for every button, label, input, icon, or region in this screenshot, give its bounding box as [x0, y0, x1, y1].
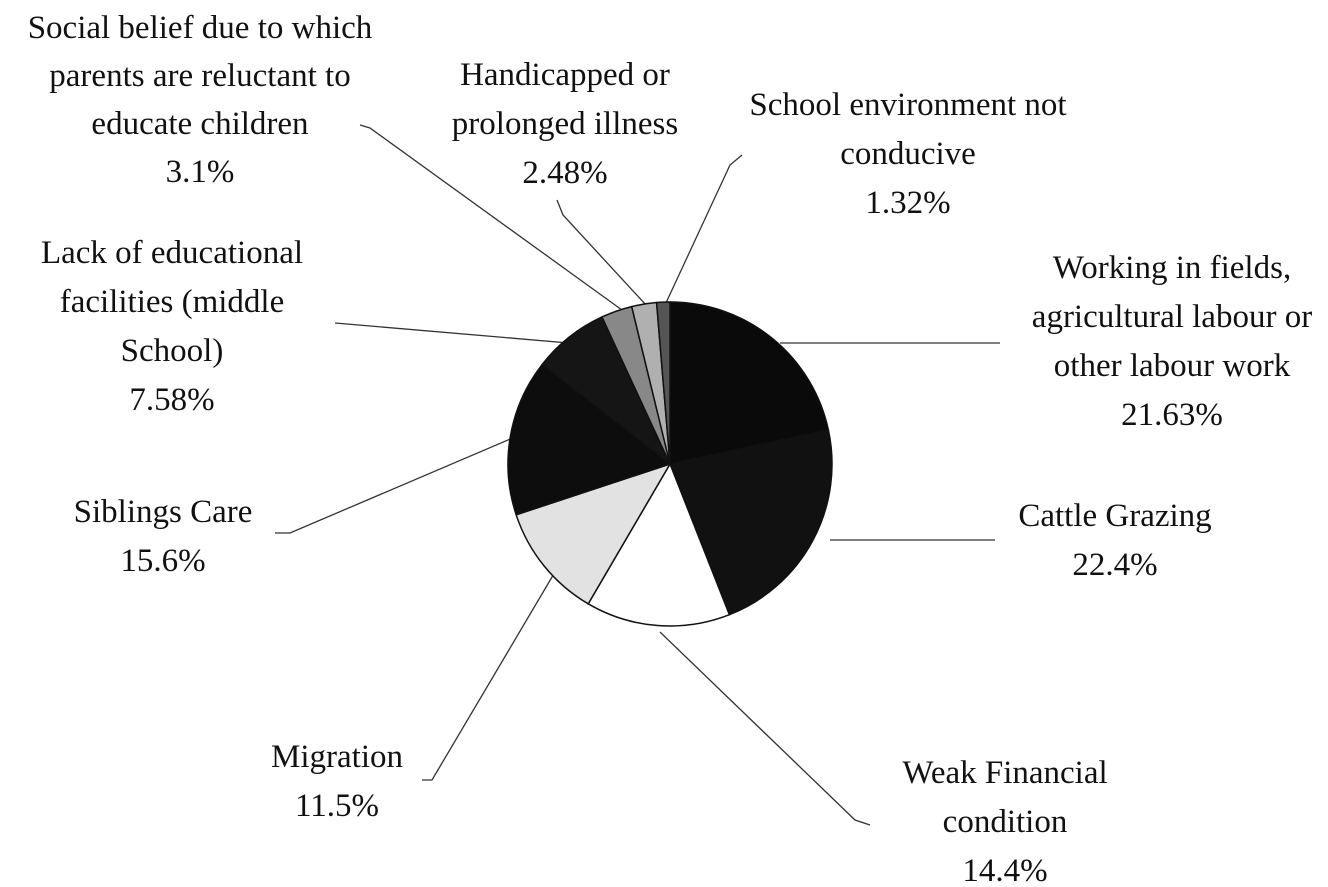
slice-label: Handicapped or prolonged illness 2.48%	[420, 51, 710, 198]
slice-label: Lack of educational facilities (middle S…	[12, 229, 332, 425]
slice-label: Cattle Grazing 22.4%	[1018, 492, 1211, 590]
pie-slice	[655, 301, 671, 465]
leader-line	[556, 199, 647, 306]
pie-slice	[587, 462, 731, 627]
slice-label: School environment not conducive 1.32%	[743, 81, 1073, 228]
value-label: 2.48%	[522, 155, 608, 191]
category-label: Weak Financial condition	[902, 755, 1108, 840]
category-label: Handicapped or prolonged illness	[451, 57, 679, 142]
category-label: Social belief due to which parents are r…	[27, 10, 373, 142]
slices	[507, 301, 833, 627]
pie-slice	[668, 429, 833, 616]
leader-lines	[275, 124, 1000, 826]
leader-line	[359, 124, 623, 311]
category-label: Working in fields, agricultural labour o…	[1031, 250, 1313, 384]
category-label: Cattle Grazing	[1018, 498, 1212, 534]
category-label: Siblings Care	[73, 494, 253, 530]
leader-line	[334, 322, 593, 346]
value-label: 7.58%	[129, 382, 215, 418]
pie-slice	[507, 363, 672, 516]
leader-line	[664, 154, 743, 306]
slice-label: Working in fields, agricultural labour o…	[1003, 244, 1328, 440]
slice-label: Social belief due to which parents are r…	[28, 4, 373, 196]
value-label: 11.5%	[294, 788, 380, 824]
value-label: 15.6%	[120, 543, 206, 579]
category-label: School environment not conducive	[749, 87, 1067, 172]
leader-line	[275, 436, 516, 534]
slice-label: Migration 11.5%	[271, 733, 403, 831]
slice-label: Siblings Care 15.6%	[74, 488, 253, 586]
slice-label: Weak Financial condition 14.4%	[880, 749, 1130, 887]
value-label: 3.1%	[165, 154, 235, 190]
category-label: Migration	[271, 739, 403, 775]
category-label: Lack of educational facilities (middle S…	[40, 235, 304, 369]
value-label: 14.4%	[962, 853, 1048, 887]
pie-slice	[515, 462, 672, 605]
leader-line	[422, 571, 556, 781]
pie-slice	[669, 301, 830, 465]
leader-line	[659, 631, 871, 826]
value-label: 1.32%	[865, 185, 951, 221]
value-label: 21.63%	[1121, 397, 1223, 433]
value-label: 22.4%	[1072, 547, 1158, 583]
